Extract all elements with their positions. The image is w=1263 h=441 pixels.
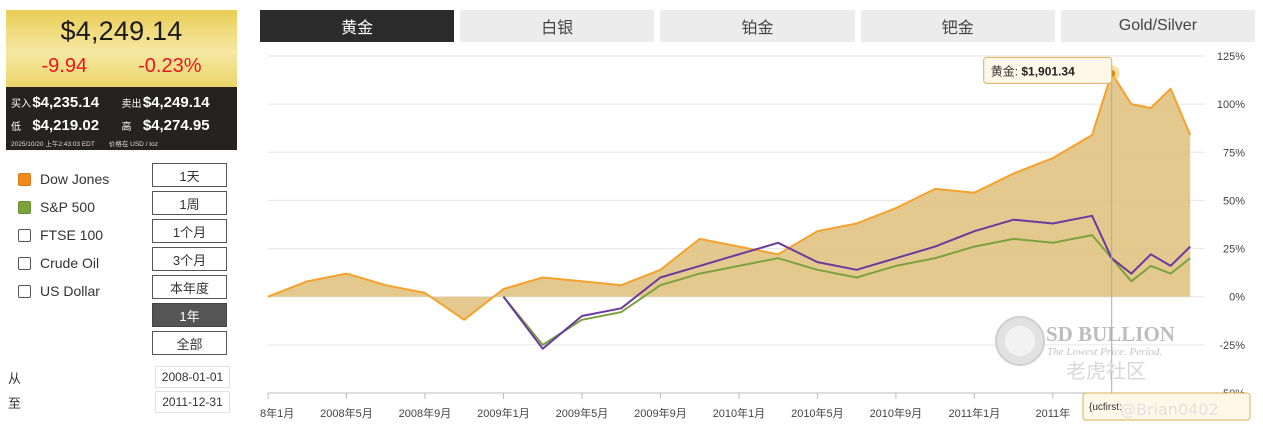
bid-ask-row: 买入 $4,235.14 卖出 $4,249.14 (11, 91, 232, 114)
spot-price-panel: $4,249.14 -9.94 -0.23% 买入 $4,235.14 卖出 $… (6, 10, 237, 150)
tab-silver[interactable]: 白银 (460, 10, 655, 42)
x-tick-label: 2010年9月 (870, 406, 923, 420)
index-label: Dow Jones (40, 171, 110, 187)
tooltip-box (983, 56, 1113, 84)
index-label: US Dollar (40, 283, 100, 299)
period-selector: 1天 1周 1个月 3个月 本年度 1年 全部 (152, 163, 227, 359)
index-label: S&P 500 (40, 199, 96, 215)
chart-axes: 125%100%75%50%25%0%-25%-50%2008年1月2008年5… (260, 51, 1245, 420)
buy-value: $4,235.14 (32, 94, 100, 111)
price-details: 买入 $4,235.14 卖出 $4,249.14 低 $4,219.02 高 … (6, 87, 237, 150)
y-tick-label: 75% (1223, 147, 1245, 159)
high-label: 高 (121, 122, 132, 133)
price-change-percent: -0.23% (138, 55, 202, 77)
period-1-month-button[interactable]: 1个月 (152, 219, 227, 243)
tooltip-text: 黄金: $1,901.34 (991, 63, 1075, 78)
x-tick-label: 2009年9月 (634, 406, 687, 420)
period-1-year-button[interactable]: 1年 (152, 303, 227, 327)
index-toggle-crude-oil[interactable]: Crude Oil (18, 249, 148, 277)
date-from-label: 从 (8, 370, 22, 386)
tab-gold[interactable]: 黄金 (260, 10, 455, 42)
price-unit-note: 价格在 USD / toz (108, 141, 158, 148)
metal-tabs: 黄金 白银 铂金 钯金 Gold/Silver (260, 10, 1256, 42)
sell-label: 卖出 (121, 99, 142, 110)
tooltip-value: $1,901.34 (1021, 64, 1075, 78)
tab-palladium[interactable]: 钯金 (860, 10, 1055, 42)
x-tick-label: 2010年1月 (713, 406, 766, 420)
series-line-2 (502, 214, 1191, 350)
performance-chart[interactable]: SD BULLION The Lowest Price. Period. 125… (260, 48, 1255, 438)
tooltip-bottom-box (1082, 392, 1251, 421)
tooltip-bottom-text: {ucfirst: (1089, 402, 1122, 413)
x-tick-label: 2011年1月 (948, 406, 1000, 420)
x-tick-label: 2008年1月 (260, 406, 294, 420)
checkbox-checked-icon[interactable] (18, 172, 31, 186)
index-toggle-sp500[interactable]: S&P 500 (18, 193, 148, 221)
checkbox-icon[interactable] (18, 228, 31, 242)
sd-bullion-watermark: SD BULLION The Lowest Price. Period. (995, 316, 1175, 366)
tab-gold-silver-ratio[interactable]: Gold/Silver (1060, 10, 1256, 42)
period-1-day-button[interactable]: 1天 (152, 163, 227, 187)
forum-watermark: 老虎社区 (1066, 359, 1146, 383)
date-to-label: 至 (8, 395, 22, 411)
x-tick-label: 2009年1月 (477, 406, 530, 420)
brand-tagline: The Lowest Price. Period. (1047, 346, 1162, 358)
price-change-row: -9.94 -0.23% (6, 46, 237, 78)
coin-logo-inner (1005, 326, 1035, 356)
tab-platinum[interactable]: 铂金 (660, 10, 855, 42)
checkbox-icon[interactable] (18, 284, 31, 298)
price-footnote: 2025/10/20 上午2:43:03 EDT 价格在 USD / toz (11, 138, 232, 148)
low-value: $4,219.02 (32, 117, 100, 134)
chart-series (267, 72, 1192, 350)
sell-value: $4,249.14 (142, 94, 210, 111)
date-from-input[interactable]: 2008-01-01 (155, 366, 230, 388)
index-label: FTSE 100 (40, 227, 104, 243)
x-tick-label: 2008年5月 (320, 406, 373, 420)
period-3-month-button[interactable]: 3个月 (152, 247, 227, 271)
series-line-1 (502, 234, 1191, 346)
checkbox-checked-icon[interactable] (18, 200, 31, 214)
date-to-input[interactable]: 2011-12-31 (155, 391, 230, 413)
x-tick-label: 2010年5月 (791, 406, 844, 420)
x-tick-label: 2011年 (1036, 406, 1071, 420)
high-value: $4,274.95 (142, 117, 210, 134)
index-toggle-ftse100[interactable]: FTSE 100 (18, 221, 148, 249)
price-timestamp: 2025/10/20 上午2:43:03 EDT (11, 141, 95, 148)
low-high-row: 低 $4,219.02 高 $4,274.95 (11, 114, 232, 137)
buy-label: 买入 (11, 99, 31, 110)
index-toggle-us-dollar[interactable]: US Dollar (18, 277, 148, 305)
price-header: $4,249.14 -9.94 -0.23% (6, 10, 237, 87)
y-tick-label: 125% (1217, 51, 1245, 63)
index-toggle-dow-jones[interactable]: Dow Jones (18, 165, 148, 193)
period-1-week-button[interactable]: 1周 (152, 191, 227, 215)
brand-name: SD BULLION (1046, 322, 1175, 346)
period-all-button[interactable]: 全部 (152, 331, 227, 355)
x-tick-label: 2008年9月 (399, 406, 452, 420)
chart-tooltip: 黄金: $1,901.34 {ucfirst: (983, 56, 1251, 421)
y-tick-label: 25% (1223, 244, 1245, 256)
date-from-row: 从 2008-01-01 (8, 365, 230, 389)
x-tick-label: 2009年5月 (556, 406, 609, 420)
tooltip-label: 黄金: (991, 63, 1022, 78)
y-tick-label: 50% (1223, 195, 1245, 207)
index-label: Crude Oil (40, 255, 100, 271)
price-change: -9.94 (41, 55, 88, 77)
user-watermark: @Brian0402 (1120, 400, 1219, 419)
y-tick-label: 0% (1229, 292, 1245, 304)
spot-price: $4,249.14 (60, 16, 183, 46)
period-ytd-button[interactable]: 本年度 (152, 275, 227, 299)
y-tick-label: -25% (1219, 340, 1245, 352)
low-label: 低 (11, 122, 21, 133)
date-to-row: 至 2011-12-31 (8, 390, 230, 414)
y-tick-label: 100% (1217, 99, 1245, 111)
index-comparison-list: Dow Jones S&P 500 FTSE 100 Crude Oil US … (18, 165, 148, 305)
date-range: 从 2008-01-01 至 2011-12-31 (8, 365, 230, 415)
series-area-0 (268, 73, 1191, 320)
checkbox-icon[interactable] (18, 256, 31, 270)
series-line-0 (267, 72, 1192, 321)
